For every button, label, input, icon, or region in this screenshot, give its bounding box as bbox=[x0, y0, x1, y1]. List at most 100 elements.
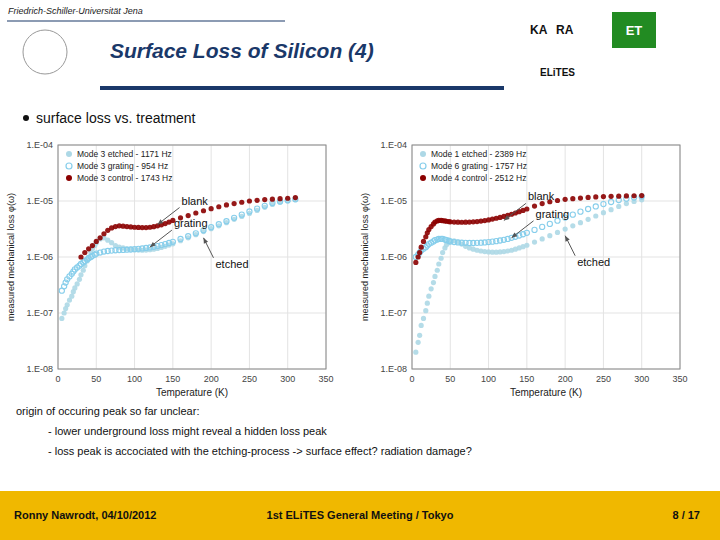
body-text: origin of occuring peak so far unclear: bbox=[16, 405, 199, 417]
point bbox=[431, 280, 436, 285]
point bbox=[417, 250, 422, 255]
marks bbox=[59, 195, 298, 321]
point bbox=[555, 198, 560, 203]
x-axis-label: Temperature (K) bbox=[510, 387, 582, 398]
annotation-arrow bbox=[203, 238, 213, 258]
legend-entry: Mode 3 control - 1743 Hz bbox=[77, 173, 172, 183]
x-tick-label: 200 bbox=[558, 374, 573, 384]
point bbox=[421, 239, 426, 244]
point bbox=[419, 323, 424, 328]
legend-entry: Mode 4 control - 2512 Hz bbox=[431, 173, 526, 183]
point bbox=[578, 220, 583, 225]
y-tick-label: 1.E-05 bbox=[26, 196, 53, 206]
point bbox=[186, 234, 191, 239]
annotation-arrowhead bbox=[512, 233, 518, 238]
point bbox=[438, 256, 443, 261]
title: Surface Loss of Silicon (4) bbox=[110, 39, 374, 62]
point bbox=[639, 194, 644, 199]
point bbox=[624, 193, 629, 198]
point bbox=[209, 225, 214, 230]
series bbox=[413, 193, 644, 265]
series bbox=[413, 197, 644, 355]
annotation: blank bbox=[182, 195, 209, 207]
point bbox=[563, 197, 568, 202]
point bbox=[608, 207, 613, 212]
point bbox=[578, 209, 583, 214]
point bbox=[435, 268, 440, 273]
y-tick-label: 1.E-06 bbox=[26, 252, 53, 262]
point bbox=[193, 210, 198, 215]
point bbox=[254, 206, 259, 211]
point bbox=[62, 310, 67, 315]
logo-box bbox=[612, 12, 656, 48]
page: Friedrich-Schiller-Universität JenaSurfa… bbox=[0, 0, 720, 540]
point bbox=[170, 239, 175, 244]
y-axis-label: measured mechanical loss φ(ω) bbox=[6, 193, 16, 321]
point bbox=[254, 198, 259, 203]
point bbox=[285, 196, 290, 201]
y-tick-label: 1.E-08 bbox=[380, 364, 407, 374]
point bbox=[216, 204, 221, 209]
title-bar bbox=[100, 86, 504, 90]
point bbox=[601, 202, 606, 207]
x-tick-label: 350 bbox=[672, 374, 687, 384]
plot-area bbox=[412, 145, 680, 369]
footer-text: Ronny Nawrodt, 04/10/2012 bbox=[14, 509, 156, 521]
point bbox=[586, 195, 591, 200]
x-tick-label: 0 bbox=[55, 374, 60, 384]
point bbox=[436, 261, 441, 266]
point bbox=[193, 231, 198, 236]
point bbox=[277, 196, 282, 201]
point bbox=[423, 308, 428, 313]
point bbox=[101, 231, 106, 236]
point bbox=[432, 274, 437, 279]
legend-entry: Mode 6 grating - 1757 Hz bbox=[431, 161, 527, 171]
point bbox=[563, 226, 568, 231]
point bbox=[247, 209, 252, 214]
series bbox=[59, 197, 298, 294]
point bbox=[262, 197, 267, 202]
point bbox=[98, 235, 103, 240]
x-tick-label: 150 bbox=[519, 374, 534, 384]
annotation-arrow bbox=[504, 203, 526, 220]
point bbox=[570, 196, 575, 201]
point bbox=[425, 301, 430, 306]
point bbox=[555, 230, 560, 235]
bullet-text: surface loss vs. treatment bbox=[36, 110, 196, 126]
x-tick-label: 100 bbox=[127, 374, 142, 384]
point bbox=[178, 236, 183, 241]
point bbox=[570, 223, 575, 228]
x-tick-label: 200 bbox=[204, 374, 219, 384]
plot-frame bbox=[412, 145, 680, 369]
point bbox=[578, 195, 583, 200]
point bbox=[59, 316, 64, 321]
bullet-dot bbox=[23, 115, 29, 121]
point bbox=[78, 272, 83, 277]
point bbox=[608, 194, 613, 199]
chart: 0501001502002503003501.E-081.E-071.E-061… bbox=[6, 140, 334, 398]
point bbox=[417, 250, 422, 255]
point bbox=[586, 206, 591, 211]
x-tick-label: 350 bbox=[318, 374, 333, 384]
y-tick-label: 1.E-08 bbox=[26, 364, 53, 374]
point bbox=[216, 222, 221, 227]
point bbox=[601, 210, 606, 215]
annotation-arrow bbox=[512, 221, 534, 238]
x-tick-label: 100 bbox=[481, 374, 496, 384]
point bbox=[547, 233, 552, 238]
legend: Mode 1 etched - 2389 HzMode 6 grating - … bbox=[420, 149, 527, 183]
point bbox=[608, 199, 613, 204]
plot-area bbox=[58, 145, 326, 369]
chart: 0501001502002503003501.E-081.E-071.E-061… bbox=[360, 140, 688, 398]
body-text: - loss peak is accociated with the etchi… bbox=[48, 445, 472, 457]
x-tick-label: 50 bbox=[445, 374, 455, 384]
point bbox=[631, 193, 636, 198]
point bbox=[593, 213, 598, 218]
point bbox=[232, 201, 237, 206]
x-tick-label: 150 bbox=[165, 374, 180, 384]
annotation: grating bbox=[174, 217, 208, 229]
point bbox=[547, 221, 552, 226]
x-tick-label: 250 bbox=[596, 374, 611, 384]
point bbox=[209, 206, 214, 211]
point bbox=[90, 243, 95, 248]
